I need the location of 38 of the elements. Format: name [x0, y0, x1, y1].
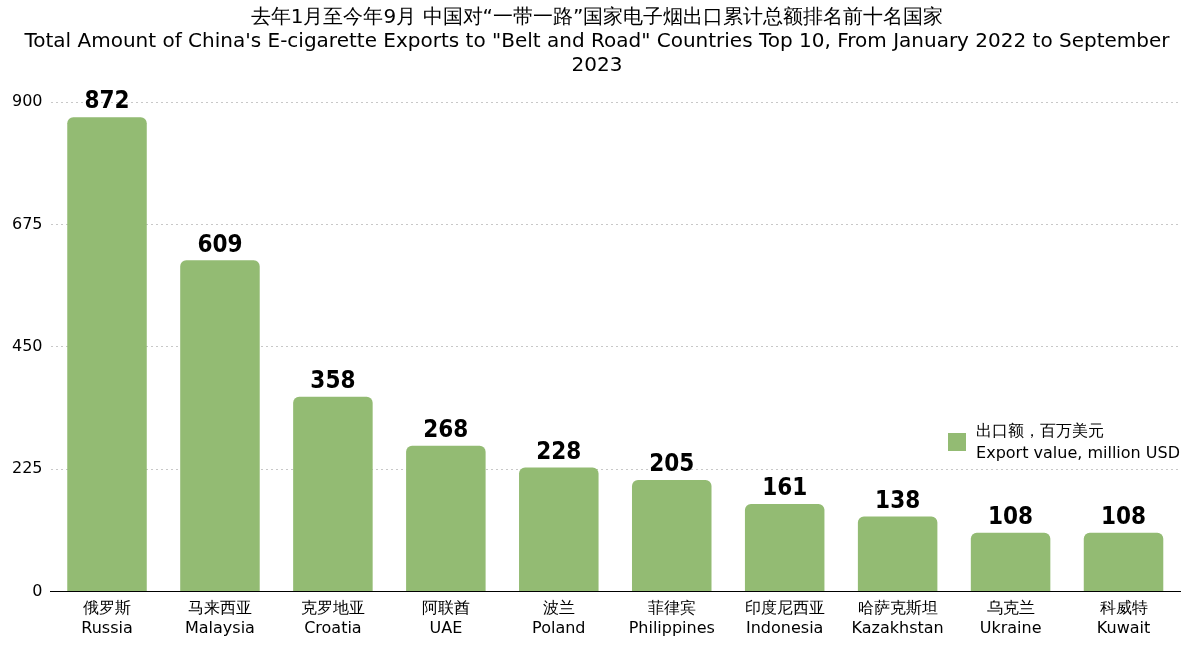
- y-tick-label: 0: [32, 580, 43, 600]
- data-label: 205: [649, 449, 695, 478]
- data-label: 108: [1100, 502, 1147, 531]
- bar: [1083, 532, 1164, 592]
- legend-label: 出口额，百万美元 Export value, million USD: [976, 420, 1180, 464]
- data-label: 872: [84, 86, 130, 115]
- bar: [519, 467, 599, 592]
- y-tick-label: 900: [11, 91, 43, 111]
- x-tick-label: 印度尼西亚 Indonesia: [744, 598, 825, 637]
- y-tick-label: 675: [11, 213, 43, 233]
- x-tick-label: 乌克兰 Ukraine: [979, 598, 1042, 637]
- chart-title: 去年1月至今年9月 中国对“一带一路”国家电子烟出口累计总额排名前十名国家: [249, 3, 945, 28]
- data-label: 161: [762, 473, 808, 502]
- x-tick-label: 菲律宾 Philippines: [628, 598, 715, 637]
- bar: [857, 516, 938, 592]
- bar: [180, 260, 260, 592]
- bar: [631, 480, 712, 592]
- data-label: 108: [988, 502, 1034, 531]
- x-tick-label: 科威特 Kuwait: [1096, 598, 1151, 637]
- data-label: 609: [197, 229, 243, 258]
- x-tick-label: 克罗地亚 Croatia: [300, 598, 365, 637]
- data-label: 228: [536, 436, 582, 465]
- x-tick-label: 哈萨克斯坦 Kazakhstan: [851, 598, 944, 637]
- bar: [406, 445, 486, 592]
- y-tick-label: 450: [11, 335, 43, 355]
- data-label: 138: [875, 485, 921, 514]
- chart-subtitle: Total Amount of China's E-cigarette Exports to "Belt and Road" Countries Top 10, From January 2022 to September 2023: [23, 28, 1171, 76]
- data-label: 268: [423, 415, 469, 444]
- x-tick-label: 俄罗斯 Russia: [81, 598, 133, 637]
- data-label: 358: [310, 366, 356, 395]
- x-tick-label: 阿联酋 UAE: [421, 598, 470, 637]
- bar: [970, 532, 1051, 592]
- bar: [744, 504, 825, 592]
- bar: [293, 396, 373, 592]
- y-tick-label: 225: [11, 458, 43, 478]
- bar: [67, 117, 147, 592]
- x-tick-label: 马来西亚 Malaysia: [185, 598, 255, 637]
- x-tick-label: 波兰 Poland: [532, 598, 586, 637]
